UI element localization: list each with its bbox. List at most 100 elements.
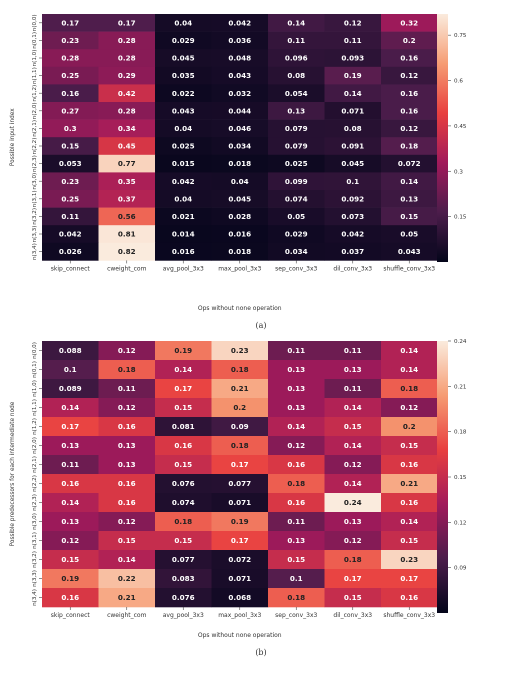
heatmap-cell [211, 474, 269, 494]
cell-value-label: 0.13 [287, 365, 305, 374]
cell-value-label: 0.56 [118, 212, 136, 221]
cell-value-label: 0.074 [285, 194, 308, 203]
heatmap-cell [155, 360, 212, 380]
heatmap-cell [211, 31, 269, 50]
cell-value-label: 0.12 [400, 71, 418, 80]
cell-value-label: 0.13 [344, 517, 362, 526]
heatmap-cell [211, 588, 269, 608]
cell-value-label: 0.22 [118, 574, 136, 583]
heatmap-cell [155, 379, 212, 399]
cell-value-label: 0.2 [233, 403, 246, 412]
heatmap-cell [42, 31, 99, 50]
heatmap-cell [42, 154, 99, 173]
heatmap-cell [268, 102, 325, 120]
cell-value-label: 0.16 [118, 479, 136, 488]
x-axis-label: Ops without none operation [198, 632, 282, 639]
column-tick-label: shuffle_conv_3x3 [383, 612, 435, 619]
heatmap-cell [268, 512, 325, 532]
cell-value-label: 0.12 [118, 517, 136, 526]
row-tick-label: n(2,0) [32, 437, 38, 454]
heatmap-cell [324, 172, 382, 191]
cell-value-label: 0.13 [118, 441, 136, 450]
heatmap-cell [155, 436, 212, 456]
cell-value-label: 0.089 [59, 384, 82, 393]
column-tick-label: sep_conv_3x3 [275, 265, 317, 272]
cell-value-label: 0.14 [400, 517, 418, 526]
heatmap-cell [98, 207, 156, 226]
cell-value-label: 0.28 [118, 106, 136, 115]
heatmap-cell [155, 550, 212, 570]
cell-value-label: 0.11 [287, 346, 305, 355]
heatmap-cell [211, 341, 269, 361]
cell-value-label: 0.11 [344, 346, 362, 355]
cell-value-label: 0.046 [228, 124, 251, 133]
cell-value-label: 0.21 [231, 384, 249, 393]
heatmap-cell [155, 102, 212, 120]
heatmap-cell [381, 455, 438, 475]
heatmap-cell [98, 588, 156, 608]
heatmap-cell [155, 31, 212, 50]
row-tick-label: n(3,0) [32, 513, 38, 530]
cell-value-label: 0.018 [228, 247, 251, 256]
cell-value-label: 0.23 [231, 346, 249, 355]
heatmap-cell [381, 569, 438, 589]
heatmap-cell [155, 84, 212, 103]
heatmap-cell [98, 379, 156, 399]
row-tick-label: n(2,1) [32, 456, 38, 473]
heatmap-cell [155, 588, 212, 608]
heatmap-cell [42, 66, 99, 85]
cell-value-label: 0.17 [118, 18, 136, 27]
cell-value-label: 0.04 [174, 194, 192, 203]
y-axis-label: Possible predecessors for each intermedi… [10, 401, 16, 546]
cell-value-label: 0.083 [172, 574, 195, 583]
heatmap-a: 0.17 0.17 0.04 0.042 0.14 0.12 0.32 0.23 0.28 0.0… [10, 14, 467, 312]
colorbar-tick-label: 0.45 [454, 124, 467, 130]
cell-value-label: 0.045 [228, 194, 251, 203]
heatmap-cell [98, 137, 156, 156]
heatmap-cell [211, 360, 269, 380]
cell-value-label: 0.16 [400, 89, 418, 98]
heatmap-cell [155, 569, 212, 589]
heatmap-cell [381, 14, 438, 32]
cell-value-label: 0.14 [287, 18, 305, 27]
heatmap-cell [381, 84, 438, 103]
heatmap-cell [155, 137, 212, 156]
cell-value-label: 0.14 [344, 403, 362, 412]
cell-value-label: 0.12 [344, 460, 362, 469]
row-tick-label: n(1,0) [32, 50, 38, 67]
heatmap-cell [211, 14, 269, 32]
cell-value-label: 0.071 [228, 574, 251, 583]
heatmap-cell [268, 66, 325, 85]
row-tick-label: n(1,1) [32, 399, 38, 416]
cell-value-label: 0.1 [290, 574, 303, 583]
row-tick-label: n(1,1) [32, 67, 38, 84]
heatmap-cell [211, 66, 269, 85]
heatmap-cell [155, 455, 212, 475]
heatmap-cell [324, 474, 382, 494]
heatmap-cell [268, 455, 325, 475]
heatmap-cell [324, 417, 382, 437]
cell-value-label: 0.16 [400, 54, 418, 63]
colorbar-tick-label: 0.15 [454, 475, 467, 481]
cell-value-label: 0.1 [346, 177, 359, 186]
heatmap-cell [42, 436, 99, 456]
heatmap-cell [98, 550, 156, 570]
cell-value-label: 0.091 [341, 142, 364, 151]
cell-value-label: 0.073 [341, 212, 364, 221]
cell-value-label: 0.029 [172, 36, 195, 45]
cell-value-label: 0.13 [287, 403, 305, 412]
cell-value-label: 0.029 [285, 230, 308, 239]
column-tick-label: max_pool_3x3 [218, 265, 261, 272]
row-tick-label: n(2,1) [32, 120, 38, 137]
heatmap-cell [211, 455, 269, 475]
cell-value-label: 0.37 [118, 194, 136, 203]
cell-value-label: 0.16 [61, 593, 79, 602]
cell-value-label: 0.18 [231, 365, 249, 374]
cell-value-label: 0.15 [400, 212, 418, 221]
cell-value-label: 0.16 [118, 422, 136, 431]
heatmap-cell [155, 341, 212, 361]
cell-value-label: 0.12 [400, 403, 418, 412]
heatmap-cell [42, 379, 99, 399]
cell-value-label: 0.14 [400, 365, 418, 374]
